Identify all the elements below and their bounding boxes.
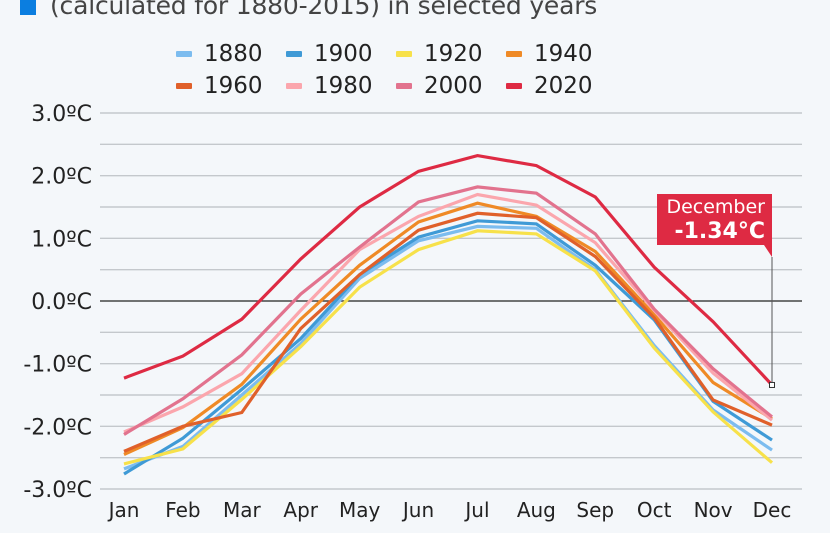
x-tick-label: Nov bbox=[694, 498, 733, 522]
y-tick-label: -1.0ºC bbox=[23, 353, 92, 378]
y-tick-label: -3.0ºC bbox=[23, 478, 92, 503]
callout-value: -1.34°C bbox=[674, 219, 765, 244]
series-line-1960 bbox=[123, 211, 773, 453]
y-tick-label: 3.0ºC bbox=[31, 102, 92, 127]
series-line-1940 bbox=[123, 201, 773, 456]
chart-subtitle-row: (calculated for 1880-2015) in selected y… bbox=[20, 0, 597, 20]
x-tick-label: Jun bbox=[401, 498, 434, 522]
x-tick-label: Mar bbox=[223, 498, 262, 522]
legend-item-1980[interactable]: 1980 bbox=[286, 72, 396, 100]
callout-box bbox=[657, 194, 772, 257]
callout-title: December bbox=[666, 196, 765, 218]
series-line-1880 bbox=[123, 224, 773, 471]
legend-item-1960[interactable]: 1960 bbox=[176, 72, 286, 100]
series-line-1920 bbox=[123, 229, 774, 466]
legend-item-1940[interactable]: 1940 bbox=[506, 40, 616, 68]
x-tick-label: Dec bbox=[753, 498, 792, 522]
series-line-2000 bbox=[123, 185, 774, 436]
legend-swatch bbox=[506, 83, 522, 89]
legend-swatch bbox=[176, 51, 192, 57]
x-tick-label: Oct bbox=[637, 498, 672, 522]
x-tick-label: Feb bbox=[165, 498, 200, 522]
legend-label: 1900 bbox=[314, 41, 373, 67]
series-line-2020 bbox=[123, 153, 774, 387]
y-tick-label: -2.0ºC bbox=[23, 415, 92, 440]
legend-swatch bbox=[396, 51, 412, 57]
legend-label: 1940 bbox=[534, 41, 593, 67]
legend-swatch bbox=[286, 51, 302, 57]
legend-item-2020[interactable]: 2020 bbox=[506, 72, 616, 100]
legend-item-2000[interactable]: 2000 bbox=[396, 72, 506, 100]
legend-label: 1980 bbox=[314, 73, 373, 99]
legend-swatch bbox=[286, 83, 302, 89]
legend-swatch bbox=[506, 51, 522, 57]
x-tick-label: Sep bbox=[576, 498, 614, 522]
legend-item-1880[interactable]: 1880 bbox=[176, 40, 286, 68]
x-tick-label: Aug bbox=[517, 498, 556, 522]
legend-label: 2000 bbox=[424, 73, 483, 99]
y-tick-label: 0.0ºC bbox=[31, 290, 92, 315]
x-tick-label: May bbox=[339, 498, 381, 522]
legend-swatch bbox=[176, 83, 192, 89]
chart-legend: 1880 1900 1920 1940 1960 1980 2000 2020 bbox=[176, 40, 616, 100]
subtitle-marker bbox=[20, 0, 36, 15]
legend-label: 2020 bbox=[534, 73, 593, 99]
legend-label: 1960 bbox=[204, 73, 263, 99]
legend-label: 1880 bbox=[204, 41, 263, 67]
x-tick-label: Jan bbox=[107, 498, 140, 522]
x-tick-label: Jul bbox=[463, 498, 489, 522]
legend-item-1920[interactable]: 1920 bbox=[396, 40, 506, 68]
y-tick-label: 1.0ºC bbox=[31, 227, 92, 252]
legend-swatch bbox=[396, 83, 412, 89]
legend-label: 1920 bbox=[424, 41, 483, 67]
y-tick-label: 2.0ºC bbox=[31, 165, 92, 190]
x-tick-label: Apr bbox=[283, 498, 318, 522]
callout-point-marker bbox=[769, 381, 775, 388]
legend-item-1900[interactable]: 1900 bbox=[286, 40, 396, 68]
chart-subtitle: (calculated for 1880-2015) in selected y… bbox=[50, 0, 598, 20]
